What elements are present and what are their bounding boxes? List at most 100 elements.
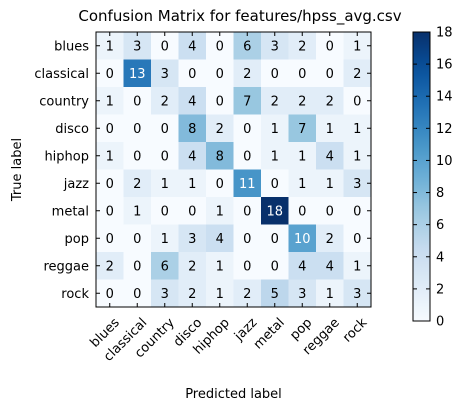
cell-value-label: 3	[161, 67, 169, 82]
heatmap-cell	[288, 197, 317, 225]
y-tick-label: rock	[61, 287, 89, 302]
cell-value-label: 4	[216, 232, 224, 247]
heatmap-cell	[261, 32, 289, 60]
cell-value-label: 3	[353, 177, 361, 192]
heatmap-cell	[123, 59, 152, 88]
cell-value-label: 0	[243, 204, 251, 219]
cell-value-label: 0	[133, 259, 141, 274]
heatmap-cell	[206, 87, 234, 115]
heatmap-cell	[206, 114, 234, 143]
cell-value-label: 1	[271, 122, 279, 137]
cell-value-label: 0	[271, 177, 279, 192]
cell-value-label: 7	[298, 122, 306, 137]
cell-value-label: 6	[161, 259, 169, 274]
heatmap-cell	[123, 32, 152, 60]
cell-value-label: 0	[271, 232, 279, 247]
cell-value-label: 0	[326, 39, 334, 54]
cell-value-label: 0	[243, 149, 251, 164]
heatmap-cell	[151, 252, 179, 280]
colorbar-tick-label: 6	[436, 218, 444, 233]
heatmap-cell	[96, 197, 124, 225]
cell-value-label: 1	[216, 287, 224, 302]
cell-value-label: 3	[161, 287, 169, 302]
y-tick-label: blues	[54, 39, 89, 54]
cell-value-label: 1	[353, 149, 361, 164]
x-tick-label: metal	[251, 315, 288, 352]
cell-value-label: 2	[106, 259, 114, 274]
cell-value-label: 0	[353, 232, 361, 247]
heatmap-cell	[343, 32, 372, 60]
cell-value-label: 0	[106, 67, 114, 82]
colorbar-tick-label: 10	[436, 154, 453, 169]
cell-value-label: 0	[298, 67, 306, 82]
cell-value-label: 1	[106, 94, 114, 109]
heatmap-cell	[233, 59, 262, 88]
heatmap-cell	[206, 252, 234, 280]
heatmap-cell	[288, 224, 317, 253]
heatmap-cell	[178, 169, 207, 198]
cell-value-label: 1	[353, 122, 361, 137]
cell-value-label: 1	[106, 39, 114, 54]
heatmap-cell	[123, 224, 152, 253]
cell-value-label: 3	[298, 287, 306, 302]
y-tick-label: hiphop	[44, 149, 89, 164]
heatmap-cell	[151, 32, 179, 60]
heatmap-cell	[233, 87, 262, 115]
cell-value-label: 0	[106, 287, 114, 302]
cell-value-label: 8	[216, 149, 224, 164]
cell-value-label: 4	[326, 259, 334, 274]
heatmap-cell	[288, 142, 317, 170]
cell-value-label: 18	[266, 204, 283, 219]
heatmap-cell	[343, 224, 372, 253]
heatmap-cell	[233, 114, 262, 143]
heatmap-cell	[123, 252, 152, 280]
heatmap-cell	[261, 279, 289, 308]
heatmap-cell	[178, 114, 207, 143]
cell-value-label: 4	[326, 149, 334, 164]
cell-value-label: 1	[106, 149, 114, 164]
heatmap-cell	[123, 197, 152, 225]
cell-value-label: 3	[271, 39, 279, 54]
colorbar-tick-label: 4	[436, 250, 444, 265]
heatmap-cell	[151, 279, 179, 308]
cell-value-label: 10	[294, 232, 311, 247]
cell-value-label: 0	[106, 122, 114, 137]
heatmap-cell	[233, 142, 262, 170]
colorbar	[412, 31, 431, 322]
heatmap-cell	[261, 252, 289, 280]
heatmap-cell	[343, 252, 372, 280]
heatmap-cell	[316, 224, 344, 253]
heatmap-cell	[123, 142, 152, 170]
cell-value-label: 4	[188, 149, 196, 164]
heatmap-cell	[151, 224, 179, 253]
cell-value-label: 0	[161, 39, 169, 54]
heatmap-cell	[96, 169, 124, 198]
cell-value-label: 1	[326, 177, 334, 192]
cell-value-label: 13	[129, 67, 146, 82]
heatmap-cell	[261, 59, 289, 88]
cell-value-label: 0	[326, 204, 334, 219]
cell-value-label: 1	[326, 122, 334, 137]
heatmap-cell	[316, 114, 344, 143]
cell-value-label: 4	[188, 94, 196, 109]
cell-value-label: 1	[188, 177, 196, 192]
heatmap-cell	[316, 252, 344, 280]
cell-value-label: 1	[298, 177, 306, 192]
heatmap-cell	[96, 32, 124, 60]
cell-value-label: 2	[243, 287, 251, 302]
cell-value-label: 0	[271, 259, 279, 274]
cell-value-label: 0	[161, 149, 169, 164]
heatmap-cell	[343, 142, 372, 170]
cell-value-label: 0	[106, 232, 114, 247]
heatmap-cell	[206, 169, 234, 198]
cell-value-label: 0	[216, 67, 224, 82]
heatmap-cell	[123, 114, 152, 143]
heatmap-cell	[343, 87, 372, 115]
colorbar-tick-label: 16	[436, 58, 453, 73]
cell-value-label: 2	[188, 259, 196, 274]
cell-value-label: 0	[353, 204, 361, 219]
heatmap-cell	[178, 197, 207, 225]
cell-value-label: 0	[326, 67, 334, 82]
heatmap-cell	[151, 197, 179, 225]
